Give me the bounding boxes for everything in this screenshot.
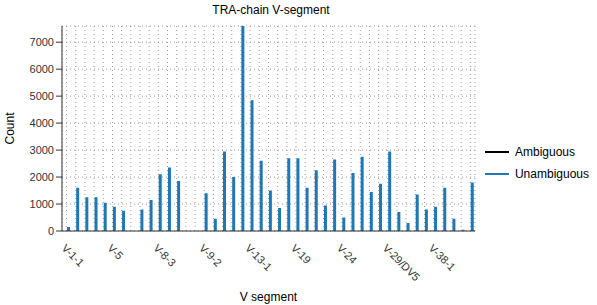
svg-text:7000: 7000 <box>30 36 54 48</box>
svg-text:Count: Count <box>8 112 17 145</box>
svg-text:V-9-2: V-9-2 <box>197 242 224 269</box>
svg-text:V-29/DV5: V-29/DV5 <box>381 242 423 284</box>
svg-text:V-24: V-24 <box>335 242 359 266</box>
svg-text:1000: 1000 <box>30 198 54 210</box>
svg-text:6000: 6000 <box>30 63 54 75</box>
svg-text:V-19: V-19 <box>289 242 313 266</box>
svg-text:V-5: V-5 <box>105 242 125 262</box>
svg-text:5000: 5000 <box>30 90 54 102</box>
svg-text:V-8-3: V-8-3 <box>151 242 178 269</box>
svg-text:V-13-1: V-13-1 <box>243 242 274 273</box>
svg-text:V segment: V segment <box>240 290 298 304</box>
html-text:Ambiguous: Ambiguous <box>515 144 575 159</box>
html-text:Unambiguous: Unambiguous <box>515 166 589 181</box>
svg-text:3000: 3000 <box>30 144 54 156</box>
svg-text:0: 0 <box>48 225 54 237</box>
svg-text:V-38-1: V-38-1 <box>427 242 458 273</box>
svg-text:4000: 4000 <box>30 117 54 129</box>
svg-text:2000: 2000 <box>30 171 54 183</box>
svg-text:V-1-1: V-1-1 <box>60 242 87 269</box>
html-text:TRA-chain V-segment: TRA-chain V-segment <box>212 3 330 17</box>
